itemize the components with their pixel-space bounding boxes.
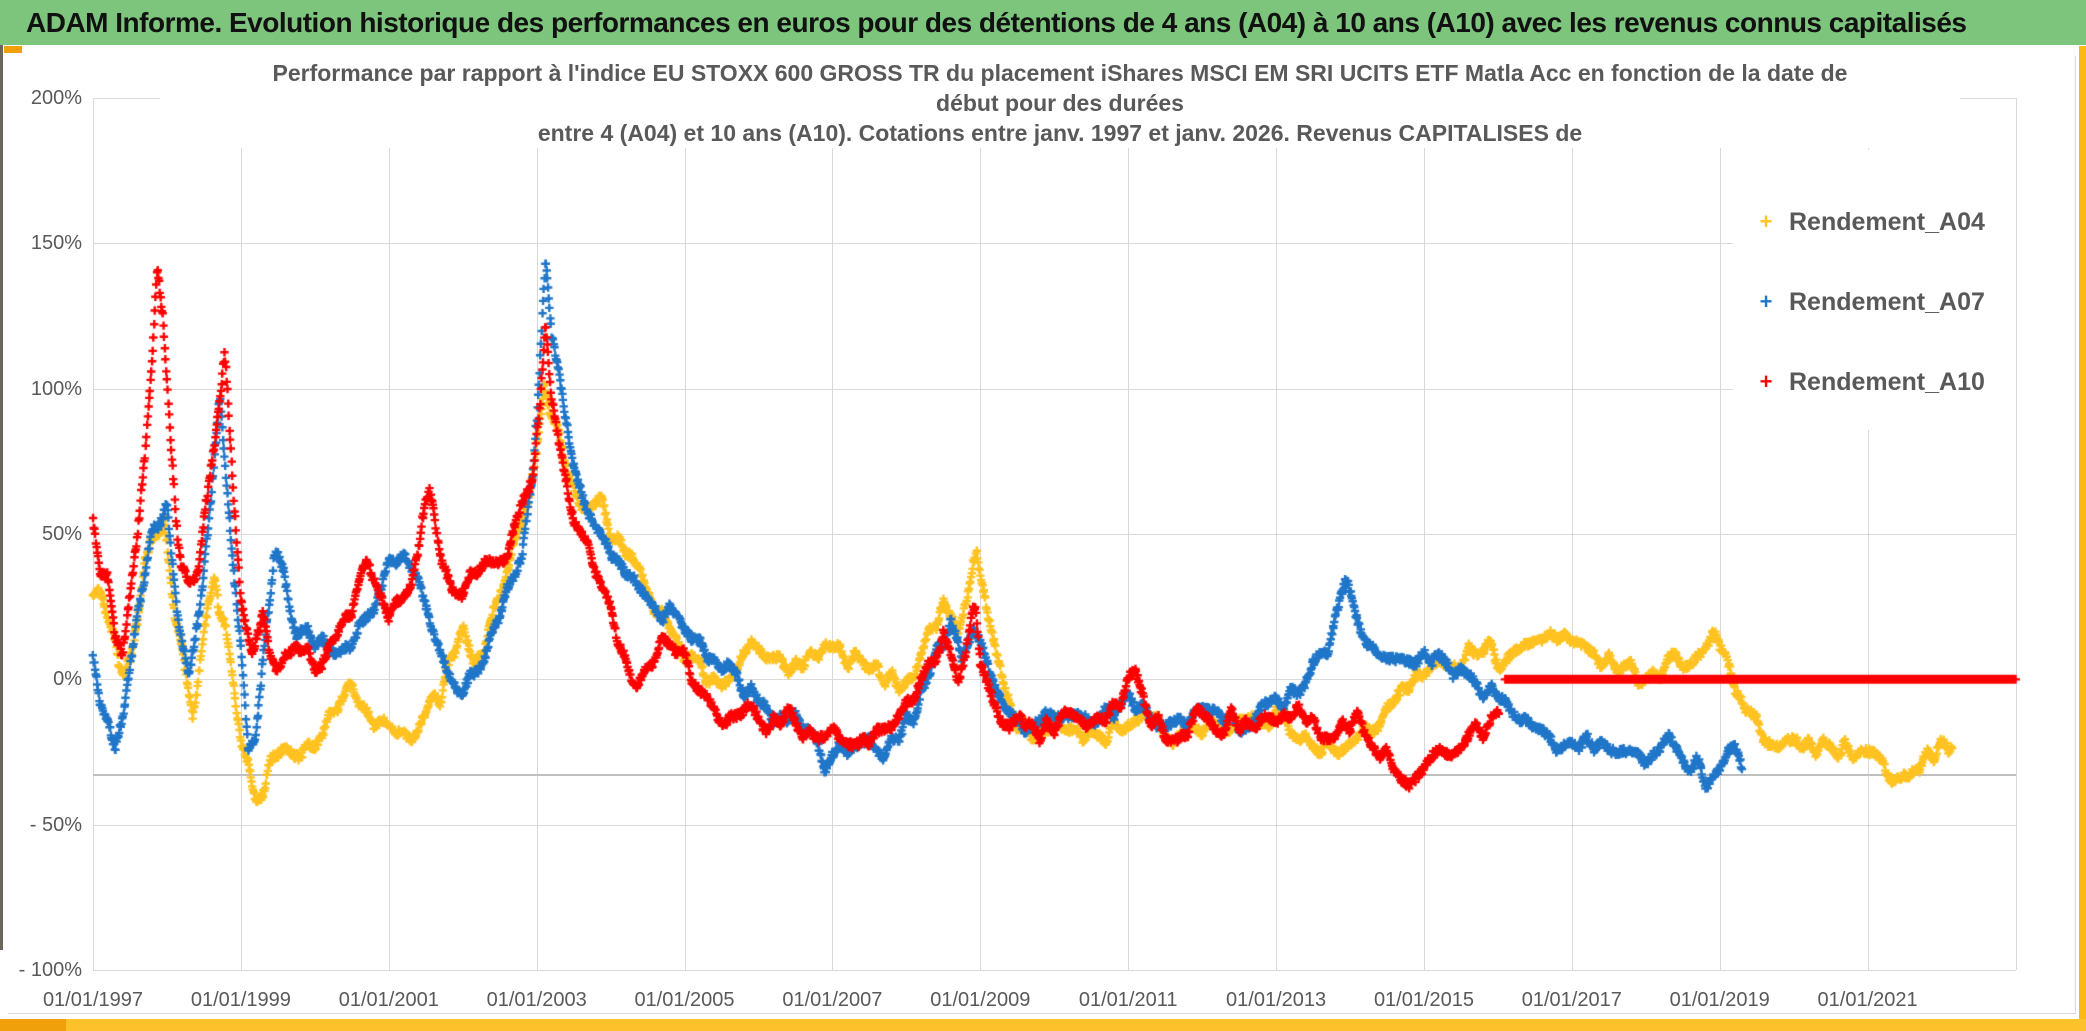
chart-title-line-2: début pour des durées	[936, 90, 1184, 116]
legend-item-rendement-a10[interactable]: + Rendement_A10	[1757, 362, 1985, 402]
chart-legend: + Rendement_A04 + Rendement_A07 + Rendem…	[1733, 150, 2016, 430]
plus-marker-icon-a07: +	[1759, 289, 1773, 314]
legend-label-a04: Rendement_A04	[1789, 207, 1985, 236]
plus-marker-icon-a04: +	[1759, 209, 1773, 234]
legend-item-rendement-a04[interactable]: + Rendement_A04	[1757, 202, 1985, 242]
legend-label-a10: Rendement_A10	[1789, 367, 1985, 396]
chart-title-line-3: entre 4 (A04) et 10 ans (A10). Cotations…	[537, 120, 1583, 146]
legend-item-rendement-a07[interactable]: + Rendement_A07	[1757, 282, 1985, 322]
plus-marker-icon-a10: +	[1759, 369, 1773, 394]
chart-title[interactable]: Performance par rapport à l'indice EU ST…	[160, 58, 1960, 148]
chart-title-line-1: Performance par rapport à l'indice EU ST…	[272, 60, 1848, 86]
legend-label-a07: Rendement_A07	[1789, 287, 1985, 316]
